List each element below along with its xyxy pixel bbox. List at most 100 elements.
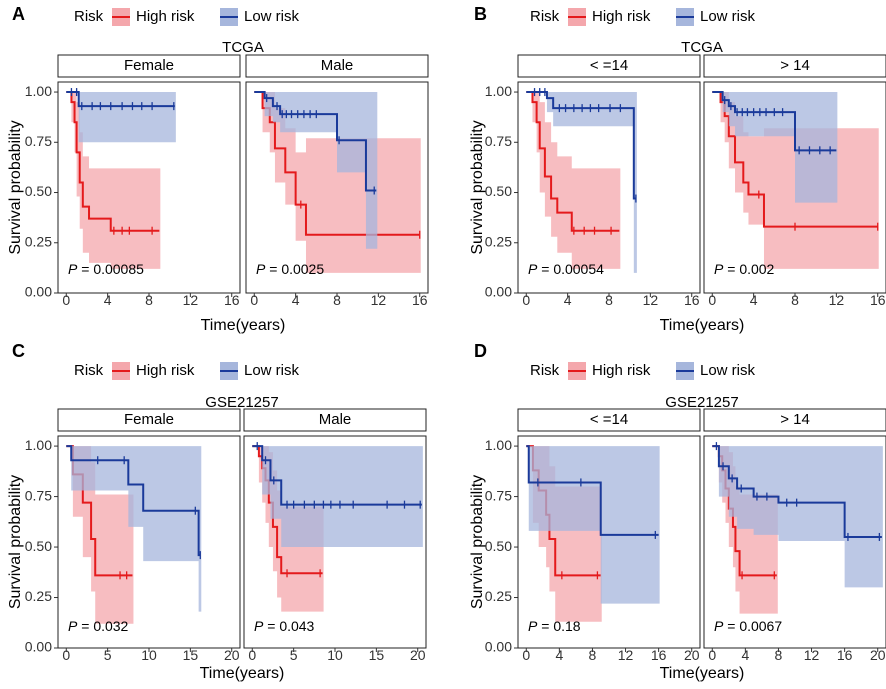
x-tick-label: 8 bbox=[775, 647, 783, 663]
p-equals: = bbox=[723, 618, 739, 634]
x-tick-label: 4 bbox=[564, 292, 572, 308]
y-tick-label: 0.75 bbox=[25, 487, 52, 503]
x-tick-label: 20 bbox=[410, 647, 426, 663]
facet-label: Female bbox=[124, 57, 174, 74]
x-axis-label: Time(years) bbox=[200, 665, 285, 682]
legend-high-label: High risk bbox=[136, 8, 195, 25]
low-risk-survival-line bbox=[66, 445, 201, 557]
low-risk-survival-line bbox=[526, 445, 659, 536]
low-risk-survival-line bbox=[254, 91, 377, 192]
low-risk-ci-band bbox=[66, 446, 202, 612]
y-axis-label: Survival probability bbox=[7, 120, 24, 254]
y-axis-label: Survival probability bbox=[469, 475, 486, 609]
panel-letter: B bbox=[474, 4, 487, 24]
facet-label: Female bbox=[124, 411, 174, 428]
p-value: P = 0.0025 bbox=[256, 261, 324, 277]
x-tick-label: 16 bbox=[651, 647, 667, 663]
x-tick-label: 0 bbox=[248, 647, 256, 663]
x-tick-label: 8 bbox=[791, 292, 799, 308]
facet-label: Male bbox=[319, 411, 352, 428]
x-tick-label: 0 bbox=[250, 292, 258, 308]
y-axis-label: Survival probability bbox=[469, 120, 486, 254]
y-tick-label: 0.25 bbox=[485, 588, 512, 604]
x-tick-label: 16 bbox=[837, 647, 853, 663]
facet-label: > 14 bbox=[780, 411, 810, 428]
high-risk-survival-line bbox=[66, 91, 160, 232]
x-axis-label: Time(years) bbox=[201, 317, 286, 334]
x-tick-label: 12 bbox=[643, 292, 659, 308]
facet-1: Male 0 5 10 15 20 P = 0.043 bbox=[243, 408, 427, 663]
y-tick-label: 1.00 bbox=[25, 83, 52, 99]
x-tick-label: 12 bbox=[829, 292, 845, 308]
x-tick-label: 10 bbox=[141, 647, 157, 663]
p-symbol: P bbox=[528, 618, 538, 634]
legend-high-label: High risk bbox=[592, 362, 651, 379]
x-tick-label: 12 bbox=[804, 647, 820, 663]
x-tick-label: 20 bbox=[684, 647, 700, 663]
x-tick-label: 12 bbox=[618, 647, 634, 663]
chart-d: D Risk High risk Low risk GSE21257 Survival p… bbox=[469, 341, 886, 682]
p-value: P = 0.002 bbox=[714, 261, 775, 277]
p-symbol: P bbox=[528, 261, 538, 277]
y-tick-label: 0.25 bbox=[25, 233, 52, 249]
legend-title: Risk bbox=[74, 362, 104, 379]
p-value: P = 0.00085 bbox=[68, 261, 144, 277]
x-tick-label: 15 bbox=[183, 647, 199, 663]
facet-strip bbox=[703, 408, 886, 432]
x-tick-label: 8 bbox=[333, 292, 341, 308]
high-risk-ci-band bbox=[254, 92, 421, 273]
facet-0: < =14 0 4 8 12 16 P = 0.00054 bbox=[517, 54, 701, 308]
facet-strip bbox=[517, 54, 701, 78]
x-tick-label: 12 bbox=[371, 292, 387, 308]
x-tick-label: 8 bbox=[145, 292, 153, 308]
x-tick-label: 16 bbox=[684, 292, 700, 308]
legend-low-label: Low risk bbox=[244, 8, 300, 25]
p-value-number: 0.002 bbox=[739, 261, 774, 277]
chart-title: TCGA bbox=[222, 39, 264, 56]
p-symbol: P bbox=[68, 261, 78, 277]
facet-0: Female 0 5 10 15 20 P = 0.032 bbox=[57, 408, 241, 663]
y-tick-label: 0.75 bbox=[25, 133, 52, 149]
p-equals: = bbox=[723, 261, 739, 277]
x-tick-label: 4 bbox=[292, 292, 300, 308]
y-tick-label: 1.00 bbox=[25, 437, 52, 453]
p-value-number: 0.18 bbox=[553, 618, 580, 634]
legend-high-label: High risk bbox=[592, 8, 651, 25]
x-tick-label: 16 bbox=[412, 292, 428, 308]
low-risk-ci-band bbox=[712, 92, 838, 203]
y-tick-label: 1.00 bbox=[485, 83, 512, 99]
p-equals: = bbox=[537, 261, 553, 277]
facet-1: > 14 0 4 8 12 16 20 P = 0.0067 bbox=[703, 408, 886, 663]
x-tick-label: 0 bbox=[708, 292, 716, 308]
facet-0: < =14 0 4 8 12 16 20 P = 0.18 bbox=[517, 408, 701, 663]
facet-strip bbox=[703, 54, 886, 78]
p-equals: = bbox=[263, 618, 279, 634]
x-tick-label: 0 bbox=[62, 292, 70, 308]
legend-high-label: High risk bbox=[136, 362, 195, 379]
p-symbol: P bbox=[68, 618, 78, 634]
legend: Risk High risk Low risk bbox=[74, 362, 300, 380]
y-tick-label: 0.75 bbox=[485, 133, 512, 149]
low-risk-ci-band bbox=[254, 92, 378, 249]
p-value-number: 0.043 bbox=[279, 618, 314, 634]
low-risk-ci-band bbox=[712, 446, 883, 588]
panel-letter: D bbox=[474, 341, 487, 361]
p-equals: = bbox=[265, 261, 281, 277]
facet-label: < =14 bbox=[590, 57, 628, 74]
x-tick-label: 5 bbox=[104, 647, 112, 663]
low-risk-survival-line bbox=[252, 445, 422, 506]
p-symbol: P bbox=[714, 618, 724, 634]
p-equals: = bbox=[77, 261, 93, 277]
facet-1: > 14 0 4 8 12 16 P = 0.002 bbox=[703, 54, 886, 308]
p-value: P = 0.00054 bbox=[528, 261, 604, 277]
panel-letter: A bbox=[12, 4, 25, 24]
p-value-number: 0.0025 bbox=[281, 261, 324, 277]
low-risk-ci-band bbox=[526, 446, 660, 604]
y-tick-label: 0.75 bbox=[485, 487, 512, 503]
chart-a: A Risk High risk Low risk TCGA Survival proba… bbox=[7, 4, 429, 334]
p-equals: = bbox=[537, 618, 553, 634]
p-value: P = 0.032 bbox=[68, 618, 129, 634]
high-risk-ci-band bbox=[66, 92, 161, 269]
x-tick-label: 16 bbox=[224, 292, 240, 308]
legend: Risk High risk Low risk bbox=[74, 8, 300, 26]
